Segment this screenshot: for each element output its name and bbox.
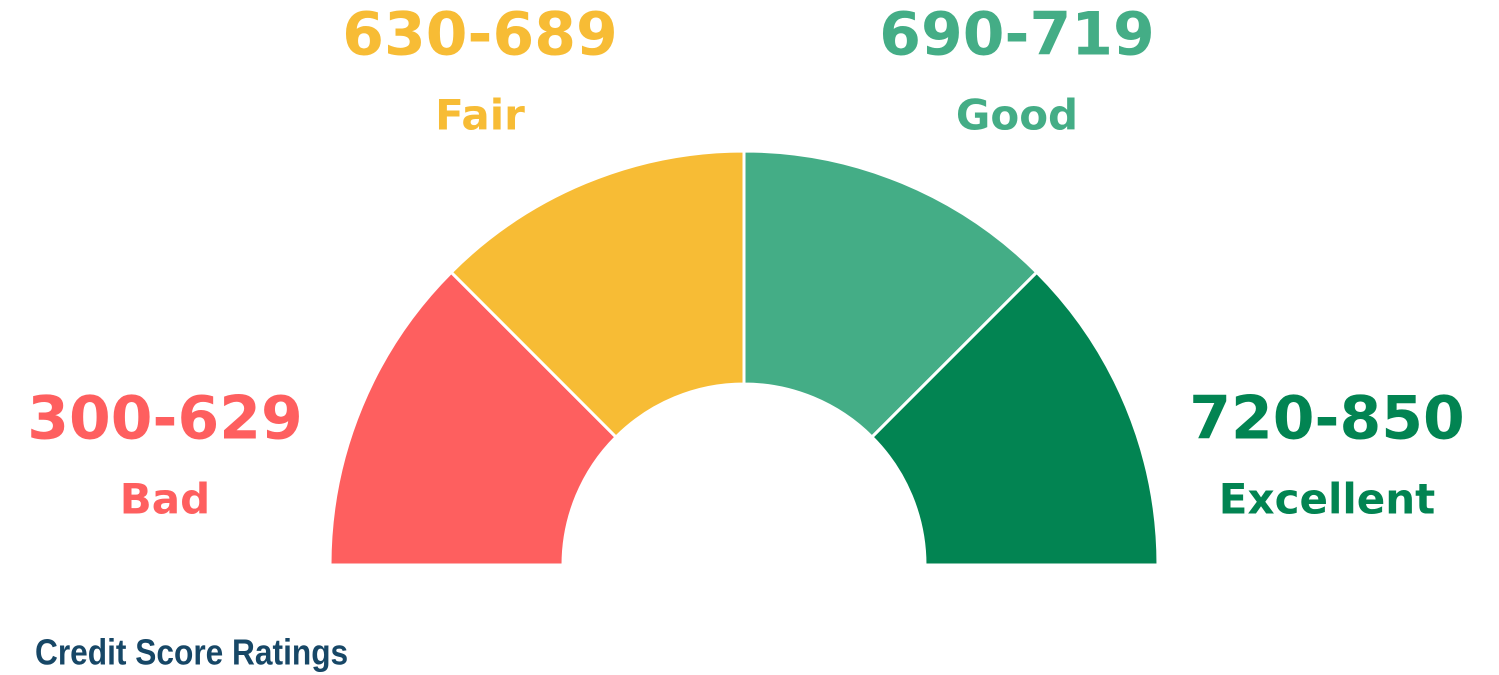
- baseline-mask: [300, 565, 1200, 571]
- gauge-segment: [449, 149, 746, 440]
- rating-label: Excellent: [1219, 475, 1435, 524]
- gauge-segment: [328, 270, 619, 567]
- score-range: 630-689: [342, 0, 617, 70]
- score-range: 720-850: [1189, 384, 1464, 454]
- rating-label: Fair: [435, 91, 525, 140]
- rating-label: Bad: [120, 475, 210, 524]
- score-range: 300-629: [27, 384, 302, 454]
- rating-label: Good: [956, 91, 1078, 140]
- score-range: 690-719: [879, 0, 1154, 70]
- gauge-segment: [869, 270, 1160, 567]
- caption: Credit Score Ratings: [35, 633, 348, 673]
- gauge-segment: [742, 149, 1039, 440]
